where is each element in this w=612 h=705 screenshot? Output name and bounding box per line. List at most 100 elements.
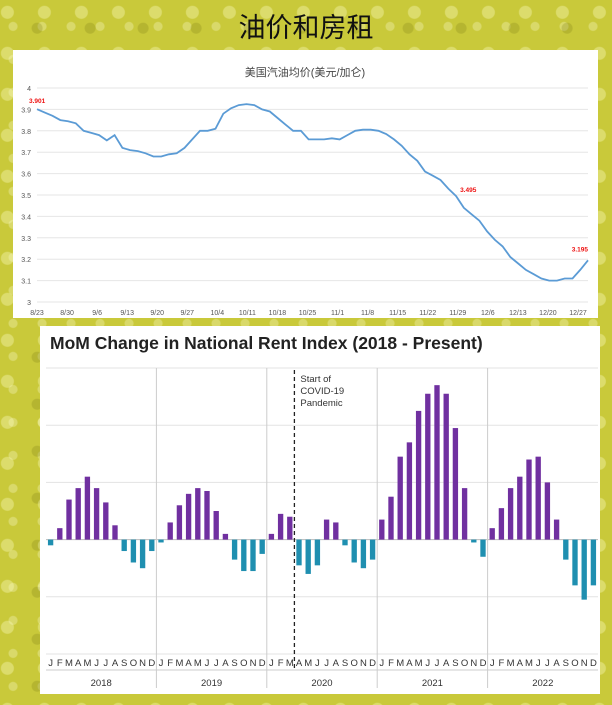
- covid-annotation: Pandemic: [300, 398, 342, 409]
- month-tick-label: J: [103, 658, 108, 669]
- covid-annotation: Start of: [300, 374, 331, 385]
- rent-bar: [563, 539, 569, 560]
- gas-price-line: [36, 103, 589, 282]
- rent-bar: [443, 393, 449, 540]
- month-tick-label: M: [194, 658, 202, 669]
- year-label: 2020: [311, 678, 332, 689]
- month-tick-label: J: [324, 658, 329, 669]
- month-tick-label: M: [507, 658, 515, 669]
- month-tick-label: J: [48, 658, 53, 669]
- rent-bar: [434, 385, 440, 540]
- month-tick-label: M: [83, 658, 91, 669]
- month-tick-label: N: [250, 658, 257, 669]
- rent-bar: [112, 525, 118, 540]
- month-tick-label: S: [121, 658, 127, 669]
- chart-title: 美国汽油均价(美元/加仑): [245, 65, 365, 79]
- month-tick-label: A: [75, 658, 82, 669]
- x-tick-label: 9/27: [180, 310, 194, 317]
- month-tick-label: A: [443, 658, 450, 669]
- y-tick-label: 3.2: [21, 257, 31, 264]
- month-tick-label: A: [517, 658, 524, 669]
- covid-annotation: COVID-19: [300, 386, 344, 397]
- y-tick-label: 3.5: [21, 193, 31, 200]
- rent-bar: [121, 539, 127, 552]
- month-tick-label: A: [406, 658, 413, 669]
- month-tick-label: A: [553, 658, 560, 669]
- month-tick-label: J: [545, 658, 550, 669]
- rent-bar: [314, 539, 321, 566]
- rent-bar: [406, 442, 413, 540]
- page-title: 油价和房租: [238, 13, 374, 44]
- month-tick-label: J: [425, 658, 430, 669]
- rent-bar: [517, 476, 523, 540]
- x-tick-label: 10/4: [211, 310, 225, 317]
- rent-bar: [369, 539, 376, 560]
- rent-bar: [213, 511, 219, 540]
- rent-bar: [130, 539, 137, 563]
- x-tick-label: 11/29: [449, 310, 466, 317]
- rent-bar: [480, 539, 486, 557]
- rent-bar: [379, 519, 385, 540]
- rent-bar: [250, 539, 256, 572]
- x-tick-label: 12/27: [569, 310, 587, 317]
- x-tick-label: 11/15: [389, 310, 406, 317]
- rent-index-chart-panel: MoM Change in National Rent Index (2018 …: [18, 326, 600, 694]
- data-label: 3.195: [572, 246, 589, 253]
- rent-bar: [507, 488, 514, 540]
- month-tick-label: D: [148, 658, 155, 669]
- month-tick-label: M: [525, 658, 533, 669]
- year-label: 2019: [201, 678, 222, 689]
- x-tick-label: 9/6: [92, 310, 102, 317]
- x-tick-label: 12/13: [509, 310, 527, 317]
- month-tick-label: O: [351, 658, 358, 669]
- data-label: 3.495: [460, 187, 477, 194]
- y-tick-label: 3.9: [21, 107, 31, 114]
- rent-bar: [222, 533, 229, 540]
- rent-bar: [84, 476, 91, 540]
- month-tick-label: F: [57, 658, 63, 669]
- rent-bar: [471, 539, 477, 543]
- month-tick-label: A: [222, 658, 229, 669]
- rent-bar: [553, 519, 560, 540]
- x-tick-label: 9/13: [120, 310, 134, 317]
- data-label: 3.901: [29, 98, 46, 105]
- rent-bar: [185, 493, 192, 540]
- rent-bar: [305, 539, 311, 574]
- rent-bar: [47, 539, 54, 546]
- month-tick-label: O: [461, 658, 468, 669]
- rent-bar: [57, 528, 63, 540]
- rent-bar: [66, 499, 72, 540]
- month-tick-label: M: [396, 658, 404, 669]
- month-tick-label: M: [286, 658, 294, 669]
- x-tick-label: 11/8: [361, 310, 374, 317]
- rent-bar: [277, 513, 284, 540]
- rent-bar: [167, 522, 173, 540]
- month-tick-label: J: [94, 658, 99, 669]
- month-tick-label: A: [185, 658, 192, 669]
- x-tick-label: 12/20: [539, 310, 557, 317]
- year-label: 2022: [532, 678, 553, 689]
- rent-bar: [581, 539, 587, 600]
- month-tick-label: M: [175, 658, 183, 669]
- month-tick-label: N: [581, 658, 588, 669]
- month-tick-label: S: [452, 658, 458, 669]
- rent-bar: [572, 539, 578, 586]
- month-tick-label: D: [259, 658, 266, 669]
- rent-bar: [139, 539, 146, 569]
- rent-bar: [544, 482, 551, 540]
- rent-bar: [397, 456, 403, 540]
- month-tick-label: J: [536, 658, 541, 669]
- x-tick-label: 11/1: [331, 310, 344, 317]
- rent-bar: [461, 488, 468, 540]
- x-tick-label: 9/20: [150, 310, 164, 317]
- month-tick-label: M: [65, 658, 73, 669]
- month-tick-label: D: [590, 658, 597, 669]
- month-tick-label: A: [112, 658, 119, 669]
- gas-price-chart: 美国汽油均价(美元/加仑) 3 3.1 3.2 3.3 3.4 3.5 3.6 3.7 3.8 3.…: [21, 65, 589, 317]
- y-tick-label: 3.7: [21, 150, 31, 157]
- rent-bar: [93, 488, 100, 540]
- month-tick-label: S: [563, 658, 569, 669]
- gas-price-chart-panel: 美国汽油均价(美元/加仑) 3 3.1 3.2 3.3 3.4 3.5 3.6 3.7 3.8 3.…: [13, 50, 598, 318]
- month-tick-label: J: [315, 658, 320, 669]
- month-tick-label: J: [435, 658, 440, 669]
